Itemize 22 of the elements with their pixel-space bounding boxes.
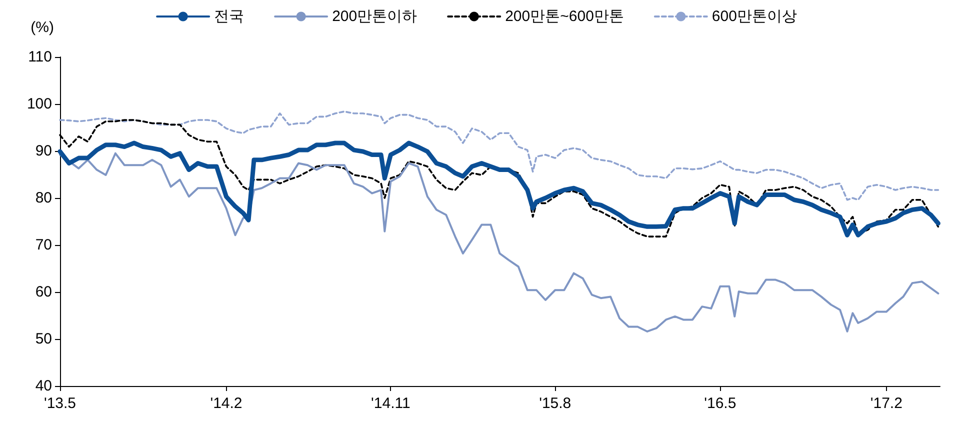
line-series xyxy=(58,140,940,238)
line-series xyxy=(59,152,940,332)
x-tick-label: '14.2 xyxy=(210,395,242,412)
y-tick-label: 100 xyxy=(26,96,52,112)
y-tick-label: 80 xyxy=(35,190,52,206)
legend-label: 200만톤이하 xyxy=(332,8,418,25)
legend-label: 600만톤이상 xyxy=(712,8,797,25)
x-tick-label: '14.11 xyxy=(371,395,410,412)
x-tick-label: '15.8 xyxy=(539,395,572,412)
legend-label: 200만톤~600만톤 xyxy=(505,8,624,25)
line-series xyxy=(59,110,940,201)
x-tick-label: '17.2 xyxy=(870,395,902,412)
y-tick-label: 90 xyxy=(35,142,52,160)
x-tick-label: '13.5 xyxy=(44,395,76,412)
y-tick-label: 70 xyxy=(35,236,52,254)
y-axis-title: (%) xyxy=(30,19,54,36)
x-tick-label: '16.5 xyxy=(704,395,736,412)
y-tick-label: 110 xyxy=(28,48,52,66)
y-tick-label: 40 xyxy=(35,378,52,394)
y-tick-label: 50 xyxy=(35,330,52,348)
legend-label: 전국 xyxy=(214,8,244,25)
y-tick-label: 60 xyxy=(35,284,52,300)
